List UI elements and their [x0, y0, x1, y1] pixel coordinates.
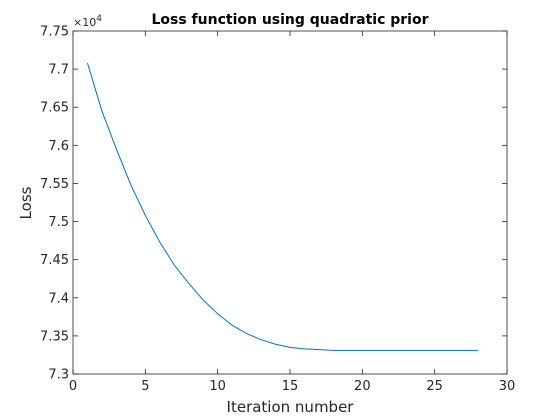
x-tick-label: 30 [499, 379, 516, 394]
y-tick-label: 7.35 [40, 329, 69, 344]
axes-box [72, 30, 508, 375]
y-tick-label: 7.4 [48, 291, 69, 306]
y-tick-label: 7.65 [40, 101, 69, 116]
y-exponent-power: 4 [96, 14, 102, 24]
y-tick-label: 7.75 [40, 25, 69, 40]
y-tick-label: 7.7 [48, 63, 69, 78]
y-tick-label: 7.45 [40, 253, 69, 268]
x-tick-label: 20 [354, 379, 371, 394]
y-tick-label: 7.55 [40, 177, 69, 192]
x-tick-label: 25 [426, 379, 443, 394]
chart-title: Loss function using quadratic prior [151, 12, 428, 28]
y-tick-label: 7.6 [48, 139, 69, 154]
x-tick-label: 5 [141, 379, 149, 394]
y-tick-label: 7.5 [48, 215, 69, 230]
y-axis-title: Loss [17, 186, 35, 219]
x-tick-label: 15 [282, 379, 299, 394]
x-tick-label: 0 [69, 379, 77, 394]
x-axis-title: Iteration number [227, 398, 355, 416]
y-exponent-base: ×104 [73, 14, 102, 29]
loss-series-line [86, 62, 479, 351]
y-axis-exponent: ×104 [73, 14, 102, 29]
y-tick-label: 7.3 [48, 368, 69, 383]
plot-area: 0 5 10 15 20 25 30 7.3 7.35 7.4 7.45 7.5 7.55 7.6 7.65… [40, 25, 515, 395]
x-tick-label: 10 [209, 379, 226, 394]
